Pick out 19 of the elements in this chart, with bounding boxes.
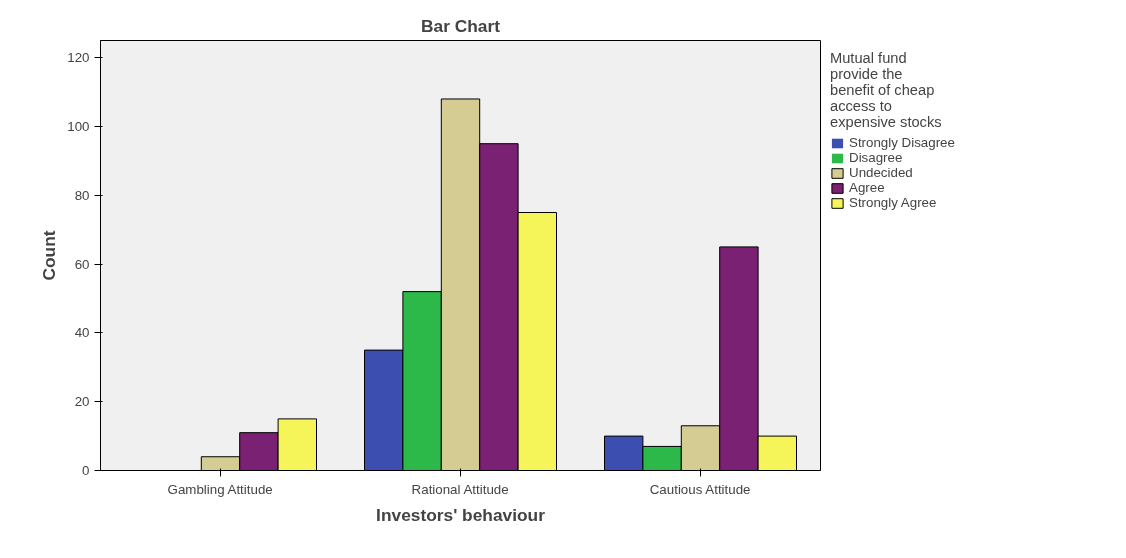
y-tick-label: 0 xyxy=(82,463,90,478)
y-tick-label: 100 xyxy=(67,119,90,134)
y-tick-label: 40 xyxy=(74,325,90,341)
legend-label: Strongly Disagree xyxy=(849,135,955,150)
y-tick-label: 60 xyxy=(74,256,90,272)
y-tick-label: 20 xyxy=(74,394,90,410)
x-tick-label: Gambling Attitude xyxy=(167,481,273,497)
y-axis-title: Count xyxy=(39,230,60,281)
y-tick-label: 80 xyxy=(74,187,90,203)
legend-label: Strongly Agree xyxy=(849,195,937,210)
x-axis-title: Investors' behaviour xyxy=(376,504,546,525)
legend-label: Disagree xyxy=(849,150,903,165)
x-tick-label: Cautious Attitude xyxy=(649,481,751,497)
legend-label: Undecided xyxy=(849,165,913,180)
x-tick-label: Rational Attitude xyxy=(411,481,509,497)
chart-title: Bar Chart xyxy=(421,15,501,36)
legend-title: Mutual fund provide the benefit of cheap access to expensive stocks xyxy=(830,50,943,130)
y-tick-label: 120 xyxy=(67,50,90,66)
legend-label: Agree xyxy=(849,180,885,195)
